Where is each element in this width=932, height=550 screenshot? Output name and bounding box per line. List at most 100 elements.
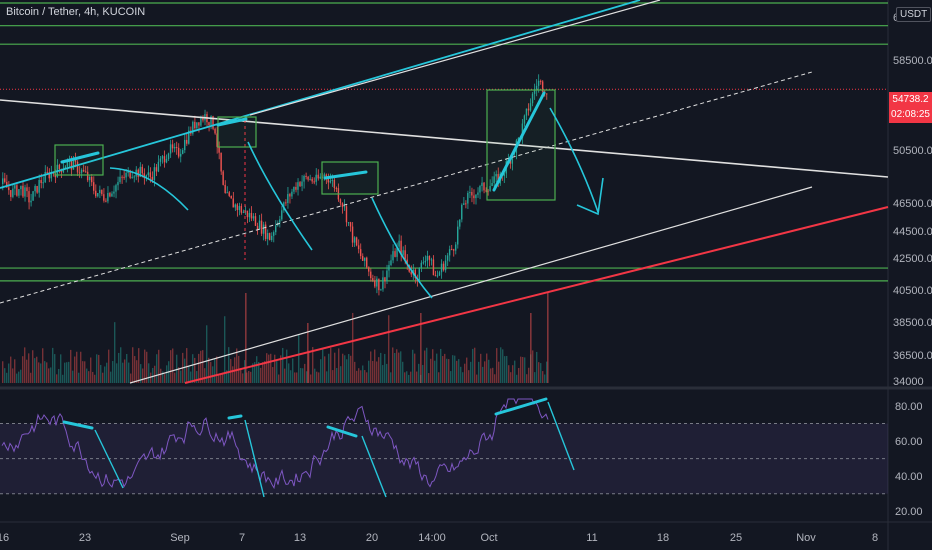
candle-body (226, 192, 228, 194)
volume-bar (544, 374, 546, 383)
volume-bar (276, 361, 278, 383)
volume-bar (482, 366, 484, 383)
candle-body (93, 182, 95, 191)
volume-bar (80, 351, 82, 383)
candle-body (32, 191, 34, 201)
candle-body (327, 177, 329, 183)
divergence-stroke (492, 91, 546, 192)
candle-body (430, 259, 433, 261)
currency-badge[interactable]: USDT (896, 7, 932, 22)
candle-body (295, 186, 297, 190)
volume-bar (142, 368, 144, 383)
volume-bar (244, 360, 246, 383)
volume-bar (518, 368, 520, 383)
candle-body (224, 184, 226, 193)
volume-bar (186, 348, 188, 383)
time-tick-label: 14:00 (418, 532, 446, 544)
rsi-line (1, 398, 549, 490)
volume-bar (396, 349, 398, 383)
volume-bar (442, 356, 444, 383)
volume-bar (212, 366, 214, 383)
candle-body (386, 270, 388, 282)
volume-bar (292, 358, 294, 383)
candle-body (10, 190, 12, 197)
candle-body (315, 174, 317, 182)
volume-bar (148, 363, 150, 383)
candle-body (525, 108, 528, 116)
volume-bar (270, 353, 272, 383)
volume-bar (220, 374, 222, 383)
candle-body (361, 256, 364, 261)
volume-bar (470, 361, 472, 383)
rsi-divergence-stroke (62, 420, 94, 430)
candle-body (485, 190, 487, 192)
candle-body (465, 203, 467, 205)
volume-bar (412, 349, 414, 383)
candle-body (196, 122, 198, 129)
candle-body (28, 191, 30, 203)
candle-body (220, 152, 222, 172)
volume-bar (26, 359, 28, 383)
volume-bar (498, 361, 500, 383)
volume-bar (214, 359, 216, 383)
candle-body (111, 193, 113, 197)
price-tick-label: 38500.0 (893, 317, 932, 329)
time-tick-label: 25 (730, 532, 742, 544)
time-tick-label: 23 (79, 532, 91, 544)
volume-bar (294, 372, 296, 383)
candle-body (297, 182, 299, 190)
volume-bar (266, 353, 268, 383)
symbol-title[interactable]: Bitcoin / Tether, 4h, KUCOIN (6, 6, 146, 18)
candle-body (509, 159, 511, 164)
time-tick-label: 8 (872, 532, 878, 544)
volume-bar (296, 372, 298, 383)
volume-bar (542, 371, 544, 383)
candle-body (402, 250, 404, 255)
volume-bar (232, 366, 234, 383)
volume-bar (138, 348, 140, 383)
volume-bar (44, 361, 46, 383)
candle-body (200, 118, 202, 126)
volume-bar (352, 312, 354, 383)
volume-bar (462, 372, 464, 383)
candle-body (523, 115, 526, 124)
volume-bar (162, 371, 164, 383)
volume-bar (404, 372, 406, 383)
volume-bar (416, 371, 418, 383)
cyan-channel-top (0, 0, 641, 189)
candle-body (250, 212, 253, 219)
volume-bar (94, 374, 96, 383)
candle-body (139, 166, 141, 177)
volume-bar (248, 370, 250, 383)
volume-bar (30, 372, 32, 383)
candle-body (382, 277, 384, 290)
volume-bar (346, 359, 348, 383)
volume-bar (438, 372, 440, 383)
candle-body (424, 260, 427, 263)
volume-bar (448, 359, 450, 383)
volume-bar (112, 361, 114, 383)
volume-bar (452, 355, 454, 383)
volume-bar (464, 363, 466, 383)
candle-body (335, 187, 338, 189)
volume-bar (184, 358, 186, 383)
candle-body (264, 224, 267, 239)
candle-body (8, 187, 10, 191)
candle-body (20, 185, 22, 190)
volume-bar (534, 372, 536, 383)
candle-body (459, 219, 461, 227)
volume-bar (164, 374, 166, 383)
volume-bar (224, 316, 226, 383)
candle-body (357, 245, 360, 250)
candle-body (125, 172, 127, 178)
candle-body (400, 240, 402, 255)
volume-bar (344, 355, 346, 383)
candle-body (50, 172, 52, 179)
candle-body (345, 206, 348, 223)
candle-body (24, 187, 26, 197)
candle-body (454, 244, 457, 251)
volume-bar (2, 361, 4, 383)
candle-body (275, 225, 277, 233)
volume-bar (202, 350, 204, 383)
